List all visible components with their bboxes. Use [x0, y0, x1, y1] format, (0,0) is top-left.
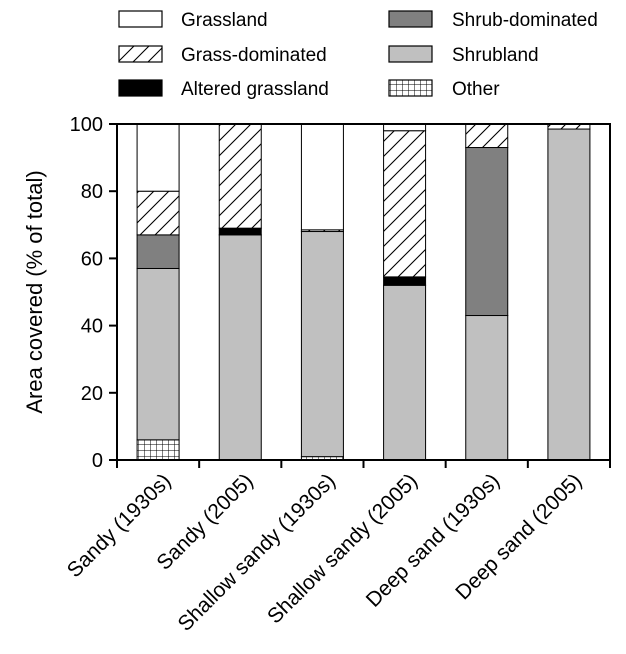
legend: Grassland Grass-dominated Altered grasslan…: [118, 10, 598, 100]
legend-swatch-shrubland: [388, 45, 433, 63]
legend-swatch-altered-grassland: [118, 79, 163, 97]
bar-deep-sand-1930s-shrubland: [465, 315, 509, 461]
legend-swatch-grass-dominated: [118, 45, 163, 63]
bar-sandy-2005-shrubland: [218, 234, 262, 461]
legend-swatch-other: [388, 79, 433, 97]
x-tick-label: Shallow sandy (1930s): [173, 469, 339, 635]
bar-sandy-1930s-shrubland: [136, 267, 180, 441]
y-tick-label: 0: [92, 450, 103, 472]
bars: Sandy (1930s)Sandy (2005)Shallow sandy (…: [63, 123, 591, 636]
y-tick-label: 80: [81, 181, 103, 203]
legend-label-other: Other: [452, 79, 500, 100]
bar-shallow-sandy-2005-shrubland: [383, 284, 427, 461]
legend-label-shrub-dominated: Shrub-dominated: [452, 10, 598, 31]
bar-sandy-2005-grass-dominated: [218, 123, 262, 229]
bar-shallow-sandy-1930s-shrubland: [300, 231, 344, 458]
plot-frame: [116, 123, 611, 461]
bar-shallow-sandy-2005-altered-grassland: [383, 276, 427, 286]
legend-label-shrubland: Shrubland: [452, 45, 539, 66]
y-tick-label: 100: [70, 114, 103, 136]
bar-shallow-sandy-2005-grassland: [383, 123, 427, 132]
bar-sandy-2005-altered-grassland: [218, 227, 262, 236]
axes: 0 20 40 60 80 100: [70, 114, 611, 472]
legend-label-grass-dominated: Grass-dominated: [181, 45, 327, 66]
bar-sandy-1930s-grass-dominated: [136, 190, 180, 236]
y-tick-label: 20: [81, 383, 103, 405]
y-axis-label: Area covered (% of total): [22, 170, 47, 413]
bar-sandy-1930s-grassland: [136, 123, 180, 192]
bar-deep-sand-1930s-grass-dominated: [465, 123, 509, 149]
legend-label-grassland: Grassland: [181, 10, 268, 31]
legend-label-altered-grassland: Altered grassland: [181, 79, 329, 100]
y-tick-label: 40: [81, 316, 103, 338]
x-tick-label: Shallow sandy (2005): [263, 469, 422, 628]
bar-shallow-sandy-1930s-grassland: [300, 123, 344, 231]
bar-sandy-1930s-shrub-dominated: [136, 234, 180, 269]
legend-swatch-shrub-dominated: [388, 10, 433, 28]
legend-swatch-grassland: [118, 10, 163, 28]
bar-sandy-1930s-other: [136, 439, 180, 461]
y-tick-label: 60: [81, 248, 103, 270]
bar-deep-sand-2005-shrubland: [547, 128, 591, 461]
bar-shallow-sandy-2005-grass-dominated: [383, 130, 427, 278]
bar-deep-sand-1930s-shrub-dominated: [465, 147, 509, 317]
